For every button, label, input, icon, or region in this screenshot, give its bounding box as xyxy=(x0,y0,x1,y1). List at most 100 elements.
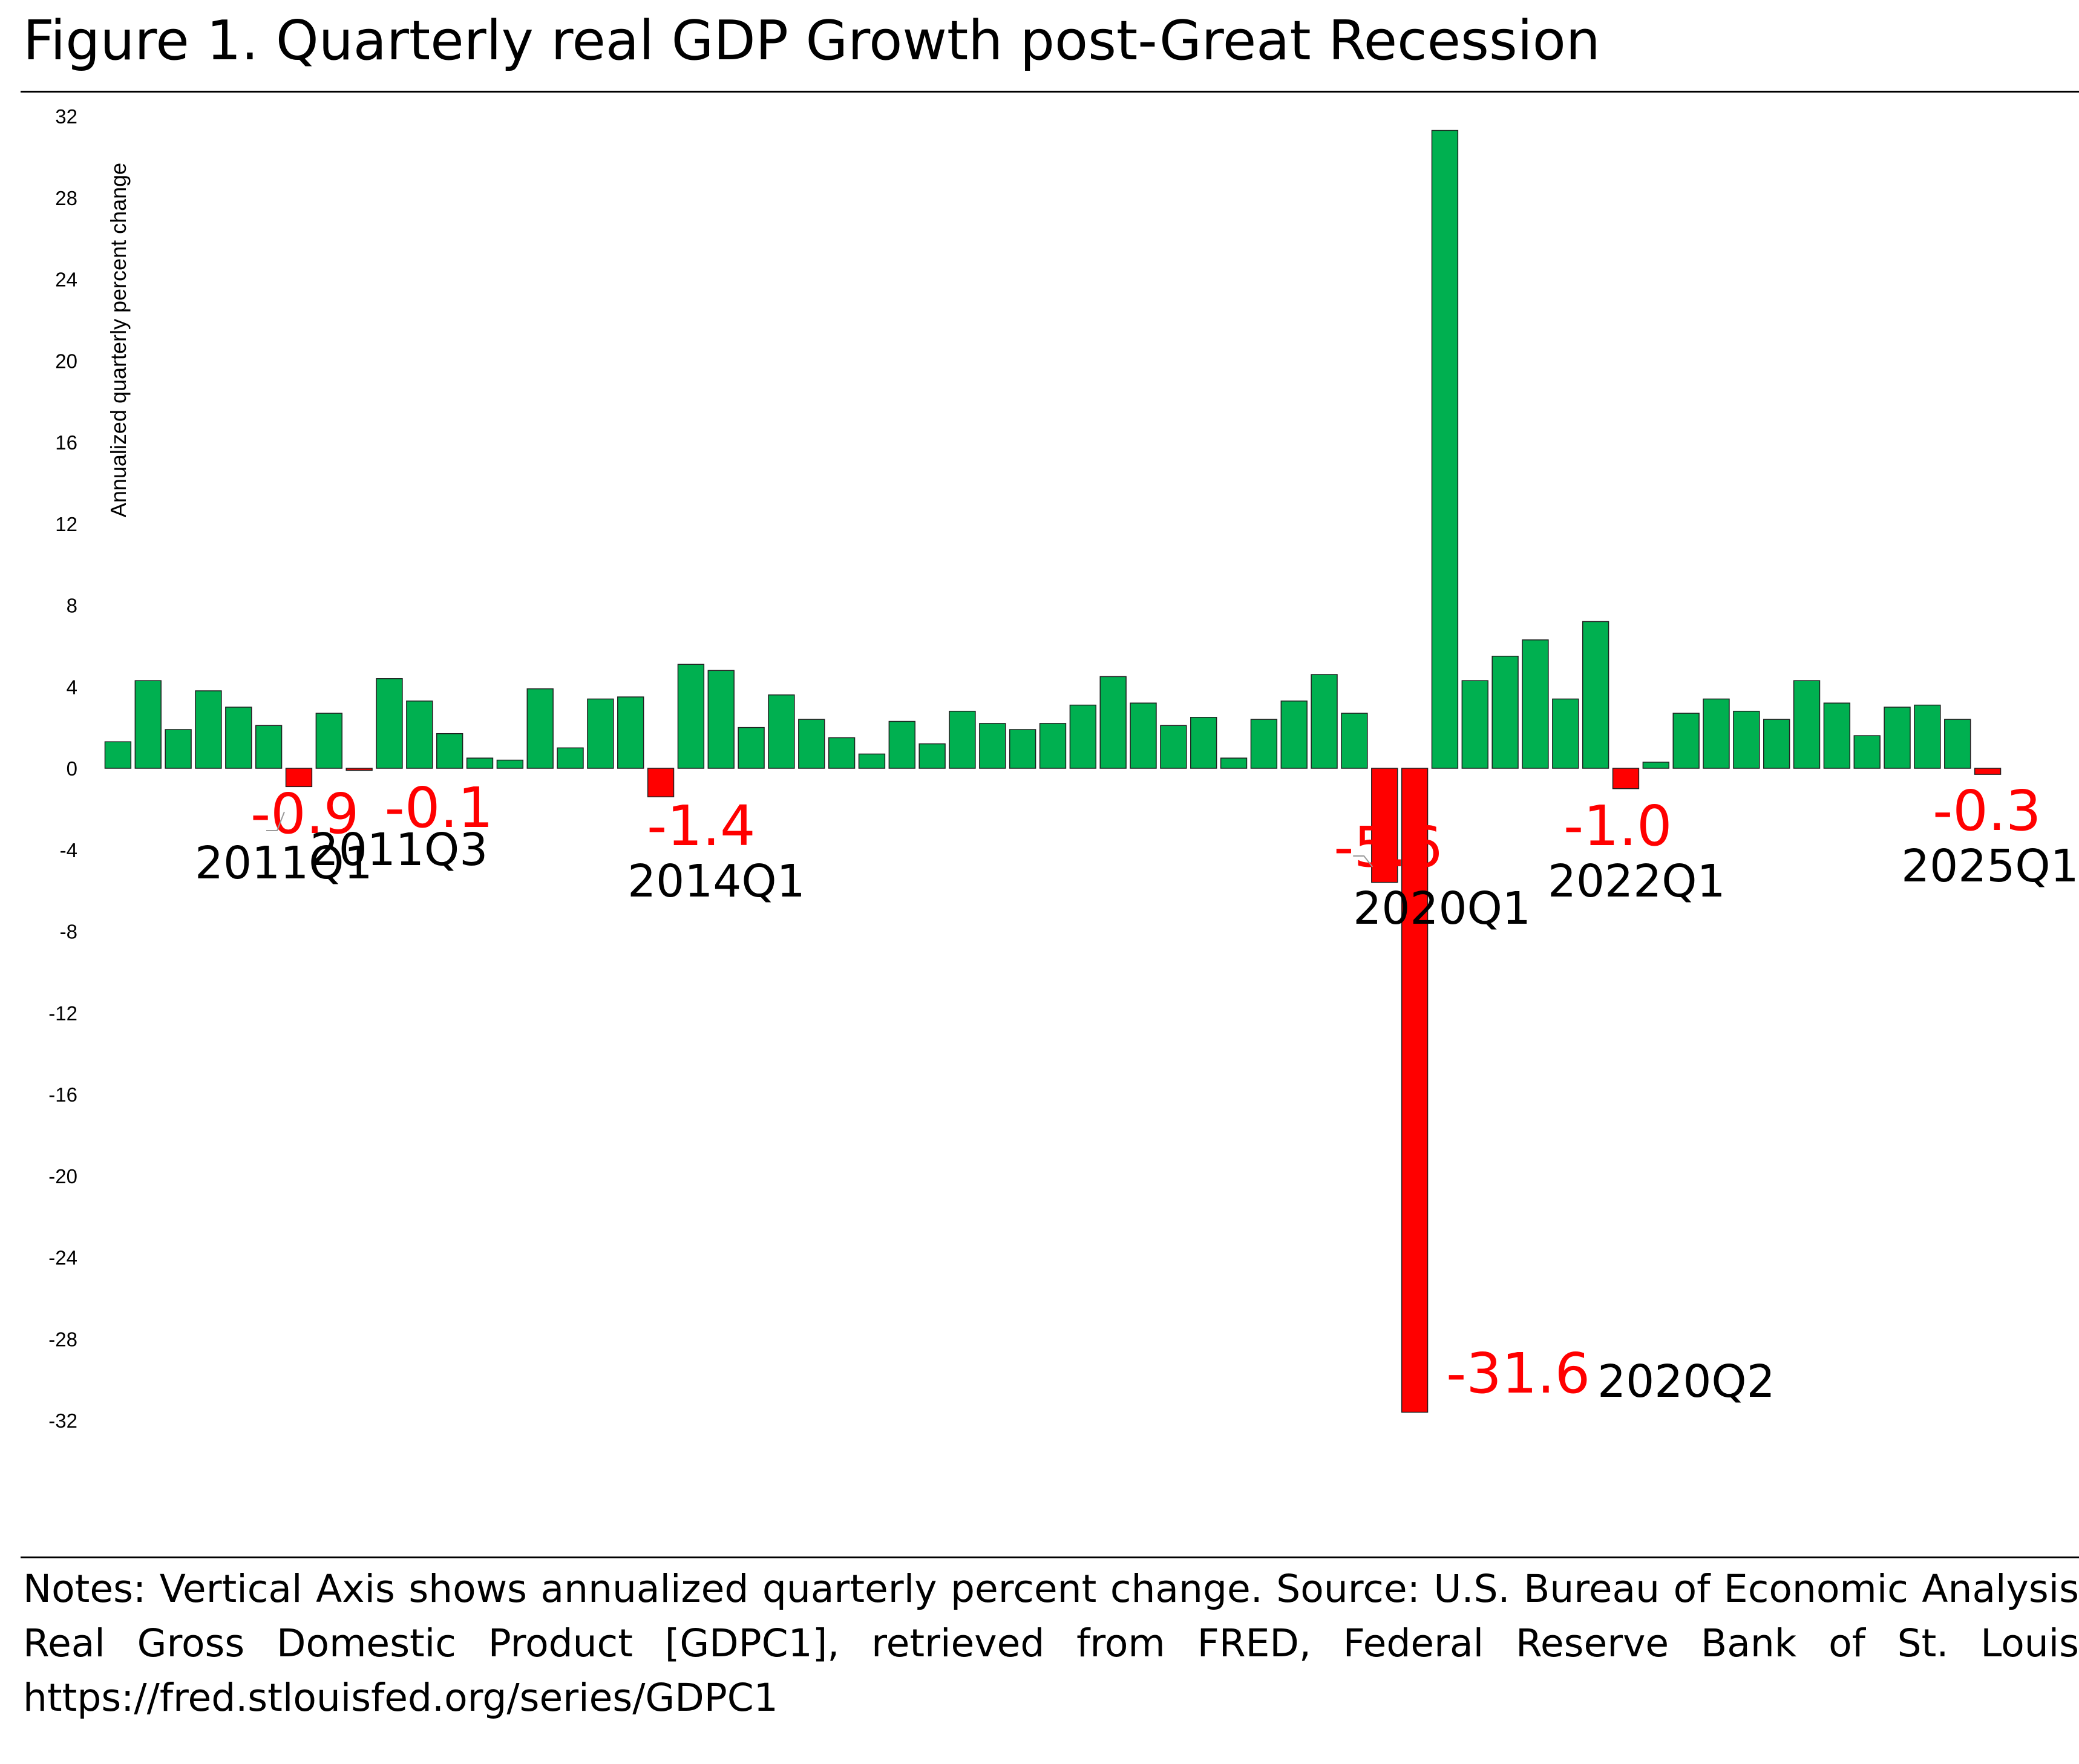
bar-2012Q3 xyxy=(466,757,494,769)
title-divider xyxy=(21,91,2079,93)
bar-2017Q2 xyxy=(1039,723,1067,769)
bar-2018Q2 xyxy=(1160,725,1187,769)
annotation-value-2011Q1: -0.9 xyxy=(250,782,359,846)
bar-2023Q2 xyxy=(1763,719,1790,769)
bar-2020Q4 xyxy=(1461,680,1488,769)
annotation-period-2011Q3: 2011Q3 xyxy=(310,824,488,876)
annotation-period-2022Q1: 2022Q1 xyxy=(1548,855,1726,907)
bar-2013Q3 xyxy=(587,698,614,769)
bar-2013Q4 xyxy=(617,696,644,769)
bar-2015Q1 xyxy=(768,694,795,769)
bar-2024Q2 xyxy=(1884,707,1911,769)
bar-2018Q1 xyxy=(1130,702,1157,769)
annotation-leader-2020Q1 xyxy=(1353,855,1373,867)
bar-2023Q1 xyxy=(1733,710,1760,769)
bar-2017Q3 xyxy=(1069,704,1097,769)
bar-2017Q1 xyxy=(1009,729,1036,769)
annotation-value-2020Q2: -31.6 xyxy=(1446,1341,1590,1406)
annotation-period-2014Q1: 2014Q1 xyxy=(627,855,805,907)
bar-2017Q4 xyxy=(1099,676,1127,769)
bar-2015Q3 xyxy=(828,737,856,769)
bar-2014Q1 xyxy=(647,768,675,797)
bar-2009Q4 xyxy=(134,680,162,769)
bar-2011Q2 xyxy=(315,713,342,769)
y-axis-ticks: 32 28 24 20 16 12 8 4 0 -4 -8 -12 -16 -20 -24 -28 -32 xyxy=(48,105,77,1432)
y-tick-label: 32 xyxy=(55,105,77,128)
bar-2020Q3 xyxy=(1431,129,1459,769)
y-tick-label: 0 xyxy=(67,757,77,780)
y-tick-label: -32 xyxy=(48,1410,77,1432)
bar-2024Q4 xyxy=(1944,719,1971,769)
annotation-value-2014Q1: -1.4 xyxy=(647,794,756,858)
bar-2019Q3 xyxy=(1311,674,1338,769)
annotation-period-2011Q1: 2011Q1 xyxy=(195,837,373,889)
bar-2022Q4 xyxy=(1703,698,1730,769)
y-tick-label: 24 xyxy=(55,269,77,291)
y-tick-label: 28 xyxy=(55,187,77,209)
bar-2024Q3 xyxy=(1914,704,1941,769)
bar-2015Q4 xyxy=(858,753,886,769)
bar-2013Q1 xyxy=(526,688,554,769)
bar-2021Q1 xyxy=(1491,655,1519,769)
bar-2019Q4 xyxy=(1341,713,1368,769)
bar-2020Q2 xyxy=(1401,768,1429,1413)
annotation-value-2022Q1: -1.0 xyxy=(1563,794,1672,858)
gdp-bar-chart: 32 28 24 20 16 12 8 4 0 -4 -8 -12 -16 -20 -24 -28 -32 An… xyxy=(48,105,2079,1432)
bar-2010Q3 xyxy=(225,707,252,769)
bar-2009Q3 xyxy=(104,741,132,769)
bar-2014Q4 xyxy=(738,727,765,769)
bar-2013Q2 xyxy=(557,747,584,769)
bar-2010Q2 xyxy=(195,690,222,769)
notes-line-1: Notes: Vertical Axis shows annualized qu… xyxy=(23,1567,2079,1611)
bar-2011Q3 xyxy=(345,768,373,771)
bar-2019Q2 xyxy=(1280,701,1308,769)
annotation-value-2011Q3: -0.1 xyxy=(385,776,494,840)
notes: Notes: Vertical Axis shows annualized qu… xyxy=(23,1562,2079,1725)
bar-2016Q4 xyxy=(979,723,1006,769)
bar-2014Q2 xyxy=(677,664,705,769)
annotation-period-2025Q1: 2025Q1 xyxy=(1901,840,2079,892)
bar-2011Q4 xyxy=(376,678,403,769)
y-tick-label: 20 xyxy=(55,350,77,372)
y-tick-label: -28 xyxy=(48,1328,77,1350)
bars xyxy=(104,129,2002,1413)
notes-line-3: https://fred.stlouisfed.org/series/GDPC1 xyxy=(23,1676,778,1720)
bar-2022Q1 xyxy=(1612,768,1640,789)
bar-2014Q3 xyxy=(707,670,735,769)
y-tick-label: 12 xyxy=(55,513,77,535)
bar-2021Q3 xyxy=(1552,698,1579,769)
bar-2022Q2 xyxy=(1642,762,1670,769)
notes-divider xyxy=(21,1557,2079,1558)
bar-2021Q2 xyxy=(1522,639,1549,769)
bar-2025Q1 xyxy=(1974,768,2002,775)
bar-2024Q1 xyxy=(1853,735,1881,769)
y-tick-label: 16 xyxy=(55,431,77,454)
bar-2010Q4 xyxy=(255,725,283,769)
bar-2016Q2 xyxy=(918,743,946,769)
annotation-period-2020Q2: 2020Q2 xyxy=(1597,1356,1775,1408)
y-tick-label: -20 xyxy=(48,1165,77,1187)
bar-2023Q3 xyxy=(1793,680,1821,769)
bar-2016Q3 xyxy=(949,710,976,769)
bar-2020Q1 xyxy=(1371,768,1398,883)
y-axis-label: Annualized quarterly percent change xyxy=(106,163,131,517)
bar-2022Q3 xyxy=(1672,713,1700,769)
bar-2016Q1 xyxy=(888,720,915,769)
bar-2015Q2 xyxy=(798,719,825,769)
bar-2021Q4 xyxy=(1582,621,1609,769)
y-tick-label: -4 xyxy=(60,839,77,861)
bar-2018Q3 xyxy=(1190,717,1217,769)
y-tick-label: -12 xyxy=(48,1002,77,1024)
bar-2011Q1 xyxy=(285,768,313,788)
bar-2012Q1 xyxy=(406,701,433,769)
annotation-leader-2011Q1 xyxy=(266,811,285,831)
y-tick-label: -16 xyxy=(48,1083,77,1106)
bar-2023Q4 xyxy=(1823,702,1851,769)
bar-2019Q1 xyxy=(1250,719,1278,769)
y-tick-label: 8 xyxy=(67,595,77,617)
annotation-value-2020Q1: -5.6 xyxy=(1334,815,1442,880)
y-tick-label: -24 xyxy=(48,1247,77,1269)
bar-2012Q2 xyxy=(436,733,463,769)
annotation-period-2020Q1: 2020Q1 xyxy=(1353,883,1531,935)
